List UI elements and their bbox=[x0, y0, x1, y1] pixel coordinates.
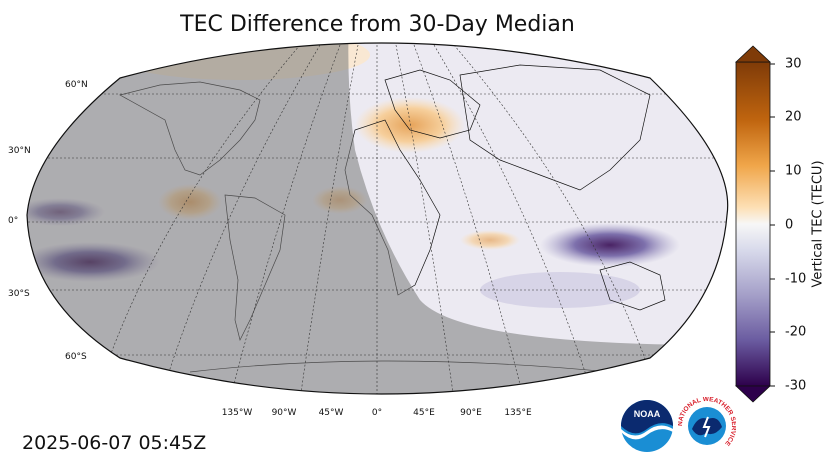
tec-negative-anomaly bbox=[540, 223, 680, 267]
lon-label-90w: 90°W bbox=[271, 408, 297, 418]
lat-label-30n: 30°N bbox=[8, 146, 31, 156]
lat-label-60n: 60°N bbox=[65, 80, 88, 90]
colorbar-tick: 20 bbox=[785, 109, 802, 125]
lat-label-equator: 0° bbox=[8, 216, 19, 226]
lon-label-45e: 45°E bbox=[413, 408, 435, 418]
colorbar-min-cap bbox=[734, 385, 772, 403]
lon-label-0: 0° bbox=[371, 408, 383, 418]
timestamp: 2025-06-07 05:45Z bbox=[22, 432, 207, 454]
lat-label-30s: 30°S bbox=[8, 289, 30, 299]
lon-label-45w: 45°W bbox=[318, 408, 344, 418]
colorbar-tick: -30 bbox=[785, 378, 807, 394]
colorbar-tick: -10 bbox=[785, 271, 807, 287]
colorbar-label: Vertical TEC (TECU) bbox=[810, 160, 826, 288]
colorbar bbox=[734, 45, 775, 403]
graticule bbox=[27, 44, 728, 394]
globe-outline bbox=[26, 42, 729, 395]
lon-label-90e: 90°E bbox=[460, 408, 482, 418]
colorbar-tick: 10 bbox=[785, 163, 802, 179]
noaa-logo-text: NOAA bbox=[634, 409, 661, 419]
tec-positive-anomaly bbox=[355, 97, 465, 153]
lat-label-60s: 60°S bbox=[65, 352, 87, 362]
lon-label-135w: 135°W bbox=[221, 408, 253, 418]
nws-logo-icon: NATIONAL WEATHER SERVICE bbox=[678, 397, 736, 454]
colorbar-max-cap bbox=[734, 45, 772, 63]
map-title: TEC Difference from 30-Day Median bbox=[180, 12, 575, 37]
noaa-logo-icon: NOAA bbox=[621, 400, 673, 452]
colorbar-tick: 30 bbox=[785, 56, 802, 72]
colorbar-tick: 0 bbox=[785, 217, 794, 233]
lon-label-135e: 135°E bbox=[504, 408, 532, 418]
colorbar-tick: -20 bbox=[785, 324, 807, 340]
